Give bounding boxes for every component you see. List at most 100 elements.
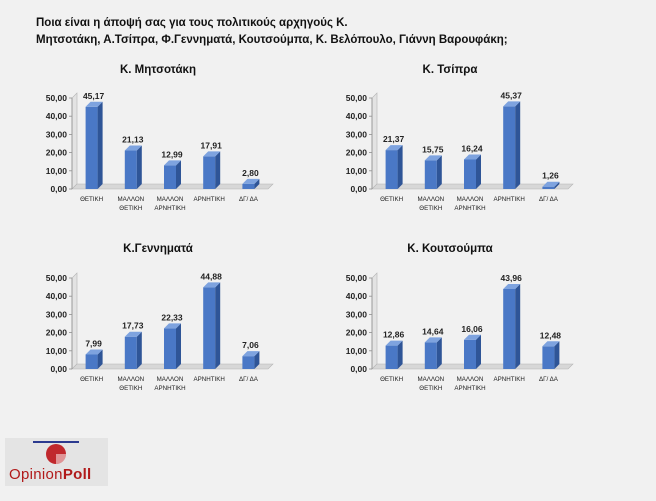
bar-top bbox=[464, 334, 481, 340]
bar bbox=[424, 155, 442, 189]
bar-front bbox=[464, 159, 476, 189]
bar-value-label: 43,96 bbox=[501, 273, 523, 283]
x-tick-label: ΜΑΛΛΟΝ bbox=[417, 376, 444, 383]
y-tick-label: 30,00 bbox=[346, 129, 368, 139]
bar bbox=[124, 331, 142, 369]
bar-value-label: 21,37 bbox=[383, 134, 405, 144]
y-tick-label: 20,00 bbox=[346, 328, 368, 338]
bar-side bbox=[554, 181, 560, 189]
bar-top bbox=[203, 282, 221, 288]
bar-front bbox=[503, 106, 516, 189]
survey-question-line-1: Ποια είναι η άποψή σας για τους πολιτικο… bbox=[36, 17, 348, 29]
bar-front bbox=[503, 288, 516, 369]
bar bbox=[464, 334, 481, 369]
y-tick-label: 0,00 bbox=[50, 364, 67, 374]
y-tick-label: 0,00 bbox=[350, 364, 367, 374]
y-tick-label: 30,00 bbox=[46, 309, 68, 319]
bar-side bbox=[254, 351, 260, 369]
bar bbox=[464, 154, 481, 189]
y-tick-label: 50,00 bbox=[346, 273, 368, 283]
bar-value-label: 16,24 bbox=[461, 143, 483, 153]
x-tick-label: ΑΡΝΗΤΙΚΗ bbox=[454, 385, 485, 392]
plot-side-wall bbox=[371, 92, 378, 190]
bar-side bbox=[176, 160, 181, 189]
x-tick-label: ΜΑΛΛΟΝ bbox=[157, 376, 184, 383]
bar-top bbox=[164, 323, 181, 329]
chart-title-tsipras: Κ. Τσίπρα bbox=[422, 64, 478, 76]
bar-top bbox=[503, 101, 521, 107]
x-tick-label: ΘΕΤΙΚΗ bbox=[119, 205, 142, 212]
bar-value-label: 22,33 bbox=[161, 312, 183, 322]
bar-top bbox=[85, 101, 103, 107]
y-tick-label: 20,00 bbox=[46, 328, 68, 338]
survey-question: Ποια είναι η άποψή σας για τους πολιτικο… bbox=[36, 15, 508, 49]
bar-front bbox=[424, 342, 437, 369]
bar-top bbox=[164, 160, 181, 166]
x-tick-label: ΜΑΛΛΟΝ bbox=[417, 196, 444, 203]
bar-front bbox=[203, 287, 216, 369]
bar-top bbox=[385, 145, 403, 151]
bar-side bbox=[436, 337, 442, 369]
bar-value-label: 7,99 bbox=[85, 338, 102, 348]
bar-chart-tsipras: 0,00 10,00 20,00 30,00 40,00 50,00 21,37 ΘΕΤΙΚΗ… bbox=[346, 90, 574, 212]
bar-top bbox=[203, 151, 221, 157]
bar-value-label: 16,06 bbox=[461, 324, 483, 334]
y-tick-label: 20,00 bbox=[46, 148, 68, 158]
y-tick-label: 50,00 bbox=[46, 273, 68, 283]
bar-side bbox=[397, 340, 403, 369]
bar-top bbox=[242, 178, 260, 184]
x-tick-label: ΜΑΛΛΟΝ bbox=[117, 196, 144, 203]
logo-emblem bbox=[33, 441, 79, 464]
y-tick-label: 20,00 bbox=[346, 148, 368, 158]
bar-value-label: 17,73 bbox=[122, 321, 144, 331]
bar-value-label: 45,17 bbox=[83, 91, 105, 101]
logo-wordmark: OpinionPoll bbox=[9, 466, 92, 483]
plot-side-wall bbox=[371, 272, 378, 370]
bar-side bbox=[515, 283, 521, 369]
bar-side bbox=[254, 178, 260, 189]
survey-question-line-2: Μητσοτάκη, Α.Τσίπρα, Φ.Γεννηματά, Κουτσο… bbox=[36, 34, 508, 46]
bar-value-label: 14,64 bbox=[422, 326, 444, 336]
bar-value-label: 15,75 bbox=[422, 144, 444, 154]
x-tick-label: ΘΕΤΙΚΗ bbox=[419, 205, 442, 212]
bar-front bbox=[385, 345, 398, 369]
bar-value-label: 45,37 bbox=[501, 90, 523, 100]
bar-value-label: 12,86 bbox=[383, 330, 405, 340]
bar bbox=[242, 178, 260, 189]
bar-value-label: 7,06 bbox=[242, 340, 259, 350]
logo-slice bbox=[56, 454, 66, 464]
x-tick-label: ΔΓ/ ΔΑ bbox=[239, 376, 259, 383]
bar-top bbox=[385, 340, 403, 346]
bar-value-label: 2,80 bbox=[242, 168, 259, 178]
bar-front bbox=[85, 354, 98, 369]
bar-top bbox=[85, 349, 103, 355]
bar-top bbox=[542, 341, 560, 347]
bar-top bbox=[542, 181, 560, 187]
y-tick-label: 40,00 bbox=[46, 291, 68, 301]
bar bbox=[542, 341, 560, 369]
y-tick-label: 10,00 bbox=[46, 346, 68, 356]
chart-title-gennimata: Κ.Γεννηματά bbox=[123, 243, 193, 255]
bar-front bbox=[542, 186, 555, 189]
bar-front bbox=[242, 183, 255, 189]
y-tick-label: 10,00 bbox=[46, 166, 68, 176]
bar-top bbox=[503, 283, 521, 289]
x-tick-label: ΜΑΛΛΟΝ bbox=[157, 196, 184, 203]
bar-top bbox=[124, 145, 142, 151]
y-tick-label: 30,00 bbox=[346, 309, 368, 319]
bar-top bbox=[424, 337, 442, 343]
chart-title-mitsotakis: Κ. Μητσοτάκη bbox=[119, 64, 196, 76]
x-tick-label: ΜΑΛΛΟΝ bbox=[117, 376, 144, 383]
y-tick-label: 40,00 bbox=[46, 111, 68, 121]
x-tick-label: ΘΕΤΙΚΗ bbox=[380, 196, 403, 203]
x-tick-label: ΘΕΤΙΚΗ bbox=[80, 196, 103, 203]
bar-chart-mitsotakis: 0,00 10,00 20,00 30,00 40,00 50,00 45,17 ΘΕΤΙΚΗ… bbox=[46, 91, 274, 212]
bar-side bbox=[97, 101, 103, 189]
y-tick-label: 30,00 bbox=[46, 129, 68, 139]
bar-side bbox=[476, 334, 481, 369]
bar-front bbox=[124, 150, 137, 189]
bar-front bbox=[542, 346, 555, 369]
x-tick-label: ΘΕΤΙΚΗ bbox=[119, 385, 142, 392]
bar-value-label: 44,88 bbox=[201, 271, 223, 281]
y-tick-label: 40,00 bbox=[346, 291, 368, 301]
